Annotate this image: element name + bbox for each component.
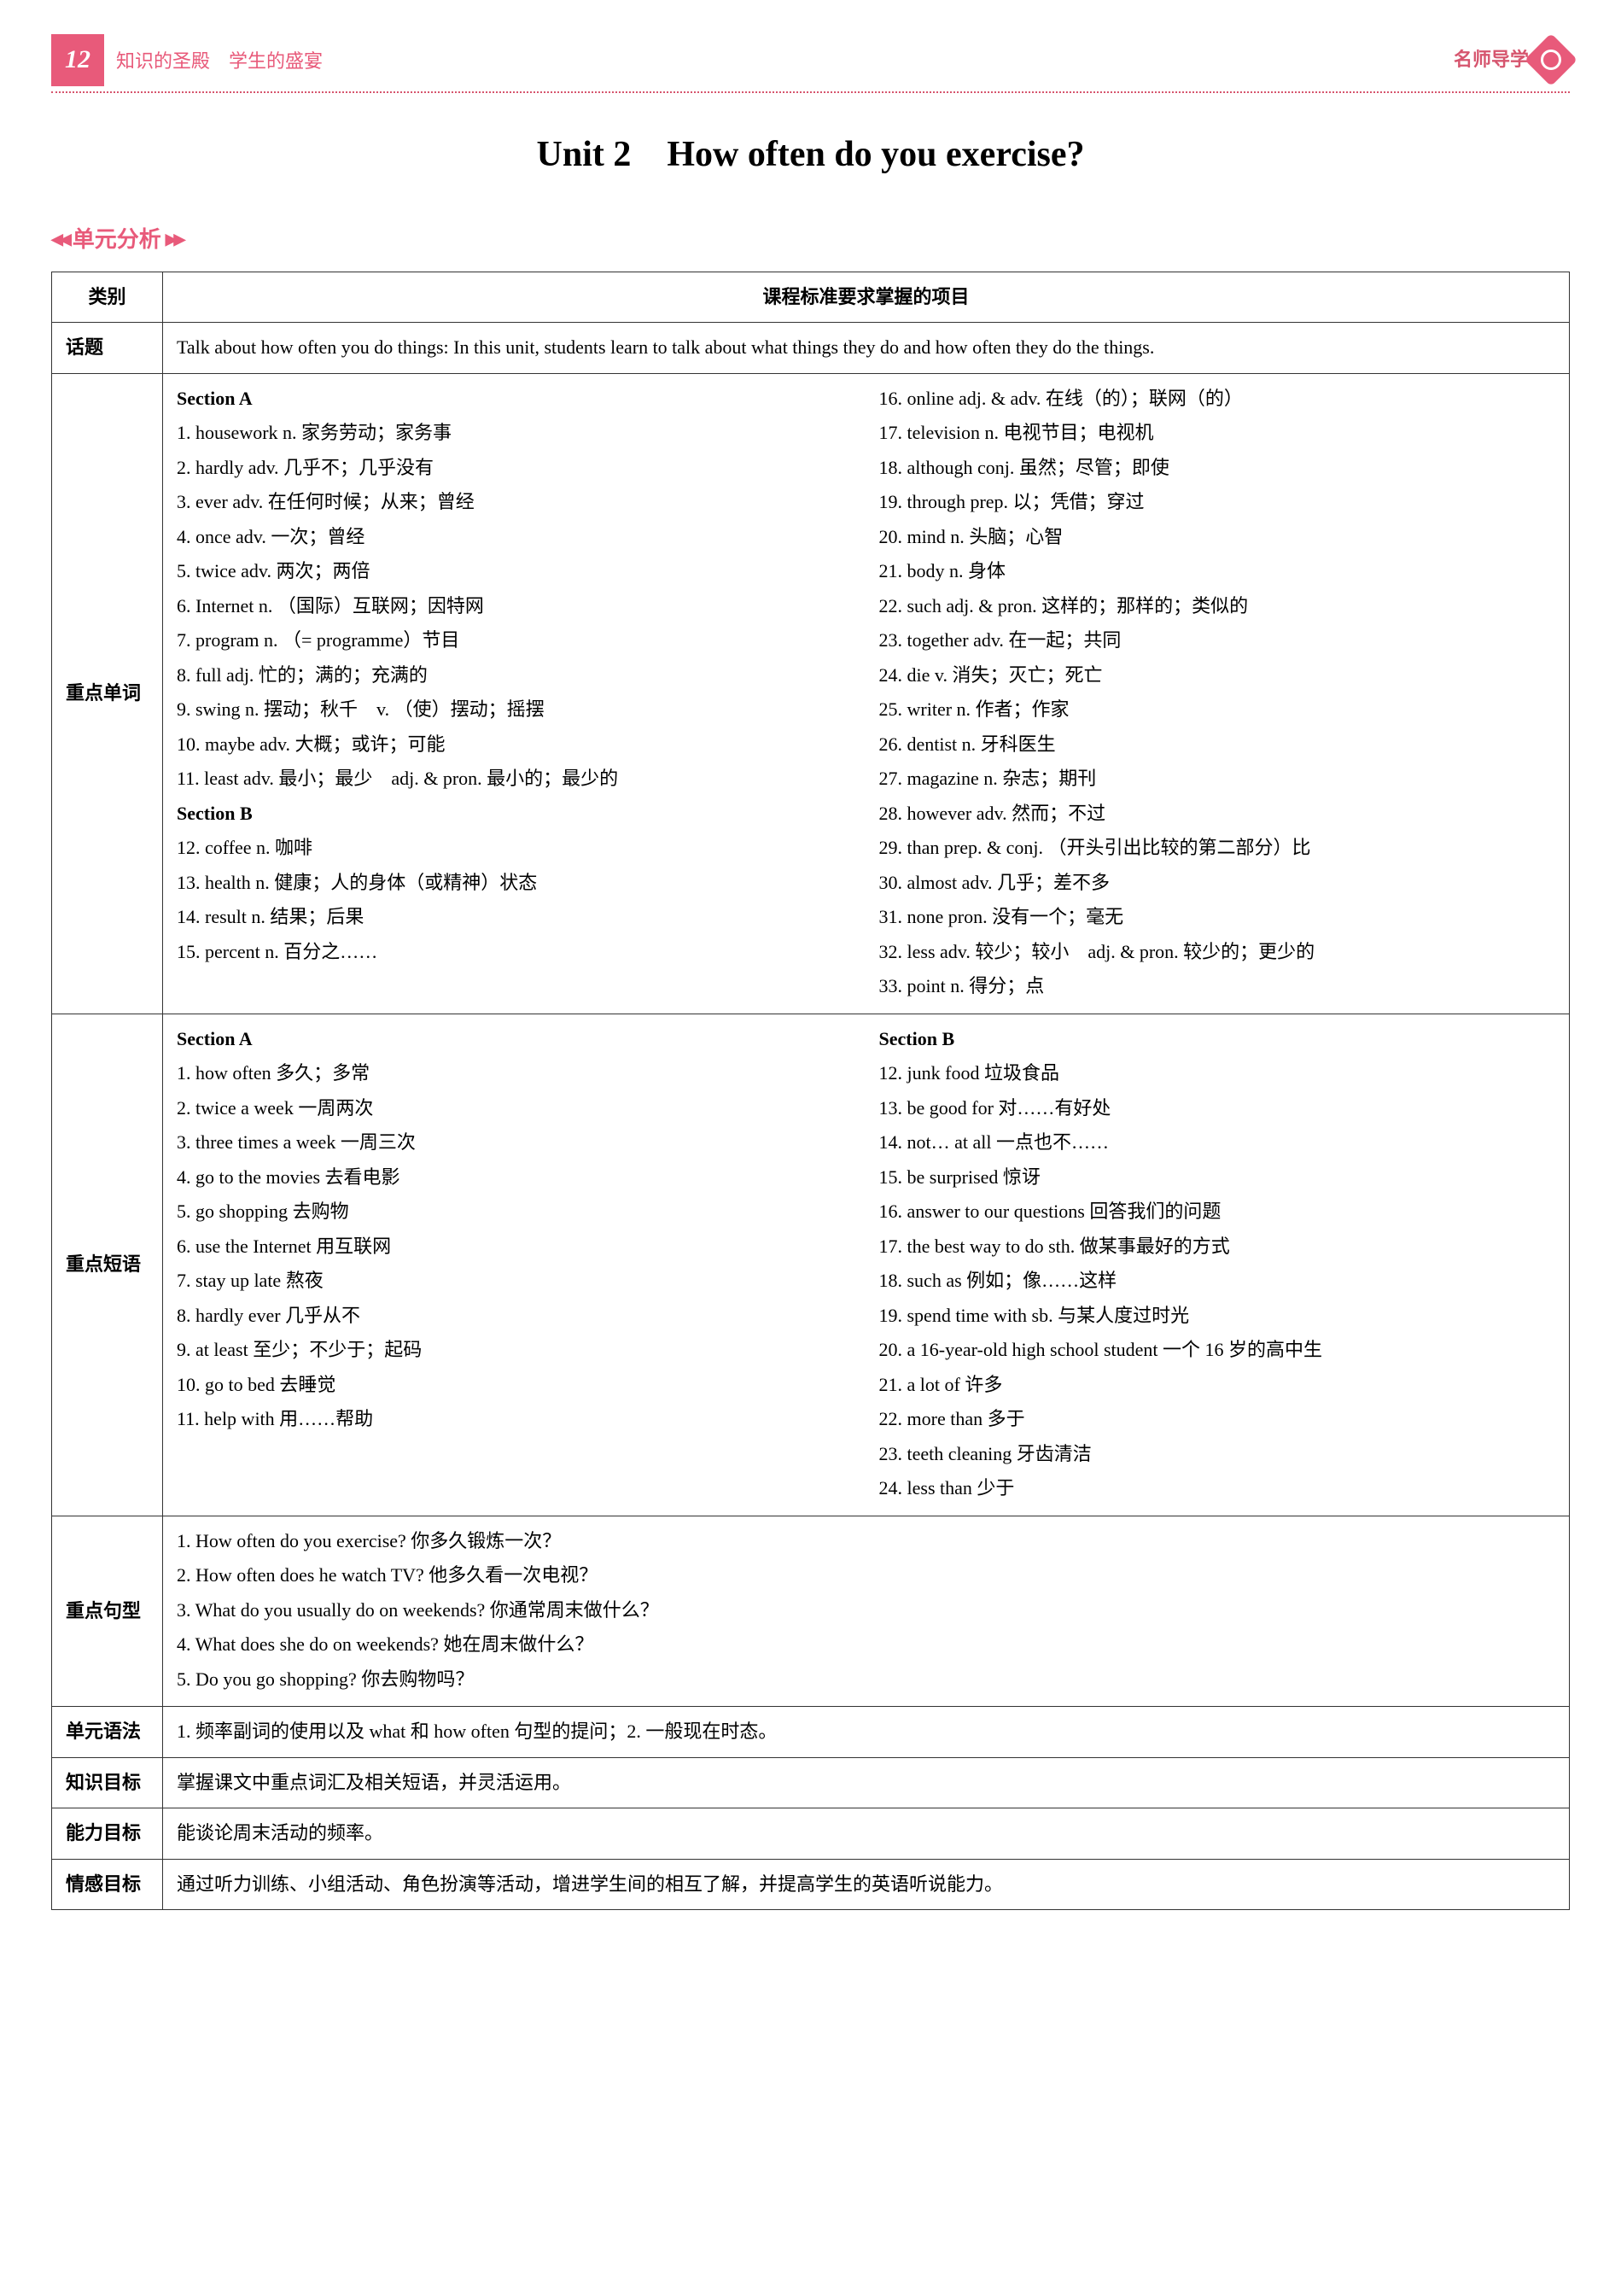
section-tag: 单元分析 [51, 220, 182, 260]
vocab-item: 10. maybe adv. 大概；或许；可能 [177, 728, 854, 762]
page-subtitle: 知识的圣殿 学生的盛宴 [116, 45, 323, 79]
row-vocab: Section A 1. housework n. 家务劳动；家务事 2. ha… [163, 373, 1570, 1014]
vocab-item: 12. coffee n. 咖啡 [177, 832, 854, 865]
sentence-item: 2. How often does he watch TV? 他多久看一次电视？ [177, 1559, 1555, 1592]
vocab-item: 18. although conj. 虽然；尽管；即使 [879, 452, 1556, 485]
vocab-item: 24. die v. 消失；灭亡；死亡 [879, 659, 1556, 692]
phrase-item: 19. spend time with sb. 与某人度过时光 [879, 1300, 1556, 1333]
vocab-item: 16. online adj. & adv. 在线（的）；联网（的） [879, 383, 1556, 416]
row-label-emotion: 情感目标 [52, 1859, 163, 1910]
th-category: 类别 [52, 272, 163, 323]
phrase-item: 23. teeth cleaning 牙齿清洁 [879, 1438, 1556, 1471]
sentence-item: 1. How often do you exercise? 你多久锻炼一次？ [177, 1525, 1555, 1558]
phrase-item: 2. twice a week 一周两次 [177, 1092, 854, 1125]
sentence-item: 5. Do you go shopping? 你去购物吗？ [177, 1663, 1555, 1697]
row-sentences: 1. How often do you exercise? 你多久锻炼一次？ 2… [163, 1516, 1570, 1707]
vocab-item: 32. less adv. 较少；较小 adj. & pron. 较少的；更少的 [879, 936, 1556, 969]
row-ability: 能谈论周末活动的频率。 [163, 1808, 1570, 1860]
phrases-right-col: Section B 12. junk food 垃圾食品 13. be good… [879, 1023, 1556, 1507]
vocab-item: 29. than prep. & conj. （开头引出比较的第二部分）比 [879, 832, 1556, 865]
phrase-item: 17. the best way to do sth. 做某事最好的方式 [879, 1230, 1556, 1264]
row-emotion: 通过听力训练、小组活动、角色扮演等活动，增进学生间的相互了解，并提高学生的英语听… [163, 1859, 1570, 1910]
phrase-item: 5. go shopping 去购物 [177, 1195, 854, 1229]
phrase-item: 20. a 16-year-old high school student 一个… [879, 1334, 1556, 1367]
phrase-item: 22. more than 多于 [879, 1403, 1556, 1436]
phrase-item: 7. stay up late 熬夜 [177, 1265, 854, 1298]
vocab-item: 19. through prep. 以；凭借；穿过 [879, 486, 1556, 519]
row-label-phrases: 重点短语 [52, 1014, 163, 1516]
vocab-item: 22. such adj. & pron. 这样的；那样的；类似的 [879, 590, 1556, 623]
vocab-item: 33. point n. 得分；点 [879, 970, 1556, 1003]
vocab-item: 8. full adj. 忙的；满的；充满的 [177, 659, 854, 692]
phrase-item: 8. hardly ever 几乎从不 [177, 1300, 854, 1333]
phrase-item: 11. help with 用……帮助 [177, 1403, 854, 1436]
sentence-item: 4. What does she do on weekends? 她在周末做什么… [177, 1628, 1555, 1662]
phrases-section-b-title: Section B [879, 1023, 1556, 1056]
phrase-item: 3. three times a week 一周三次 [177, 1126, 854, 1160]
phrase-item: 6. use the Internet 用互联网 [177, 1230, 854, 1264]
phrase-item: 14. not… at all 一点也不…… [879, 1126, 1556, 1160]
phrases-left-col: Section A 1. how often 多久；多常 2. twice a … [177, 1023, 854, 1507]
vocab-section-a-title: Section A [177, 383, 854, 416]
phrase-item: 13. be good for 对……有好处 [879, 1092, 1556, 1125]
phrase-item: 4. go to the movies 去看电影 [177, 1161, 854, 1195]
vocab-item: 17. television n. 电视节目；电视机 [879, 417, 1556, 450]
row-label-topic: 话题 [52, 323, 163, 374]
vocab-item: 23. together adv. 在一起；共同 [879, 624, 1556, 657]
row-label-vocab: 重点单词 [52, 373, 163, 1014]
vocab-item: 21. body n. 身体 [879, 555, 1556, 588]
phrase-item: 21. a lot of 许多 [879, 1369, 1556, 1402]
page-number: 12 [51, 34, 104, 86]
vocab-item: 30. almost adv. 几乎；差不多 [879, 867, 1556, 900]
vocab-item: 20. mind n. 头脑；心智 [879, 521, 1556, 554]
row-phrases: Section A 1. how often 多久；多常 2. twice a … [163, 1014, 1570, 1516]
vocab-item: 25. writer n. 作者；作家 [879, 693, 1556, 727]
phrase-item: 12. junk food 垃圾食品 [879, 1057, 1556, 1090]
phrase-item: 9. at least 至少；不少于；起码 [177, 1334, 854, 1367]
vocab-left-col: Section A 1. housework n. 家务劳动；家务事 2. ha… [177, 383, 854, 1005]
phrase-item: 1. how often 多久；多常 [177, 1057, 854, 1090]
logo-icon [1525, 33, 1577, 86]
vocab-item: 14. result n. 结果；后果 [177, 901, 854, 934]
vocab-item: 1. housework n. 家务劳动；家务事 [177, 417, 854, 450]
vocab-right-col: 16. online adj. & adv. 在线（的）；联网（的） 17. t… [879, 383, 1556, 1005]
page-header: 12 知识的圣殿 学生的盛宴 名师导学 [51, 34, 1570, 93]
vocab-item: 9. swing n. 摆动；秋千 v. （使）摆动；摇摆 [177, 693, 854, 727]
vocab-item: 27. magazine n. 杂志；期刊 [879, 762, 1556, 796]
vocab-item: 13. health n. 健康；人的身体（或精神）状态 [177, 867, 854, 900]
vocab-item: 2. hardly adv. 几乎不；几乎没有 [177, 452, 854, 485]
phrase-item: 10. go to bed 去睡觉 [177, 1369, 854, 1402]
vocab-item: 26. dentist n. 牙科医生 [879, 728, 1556, 762]
phrases-section-a-title: Section A [177, 1023, 854, 1056]
th-requirement: 课程标准要求掌握的项目 [163, 272, 1570, 323]
vocab-item: 4. once adv. 一次；曾经 [177, 521, 854, 554]
row-knowledge: 掌握课文中重点词汇及相关短语，并灵活运用。 [163, 1757, 1570, 1808]
phrase-item: 24. less than 少于 [879, 1472, 1556, 1505]
phrase-item: 16. answer to our questions 回答我们的问题 [879, 1195, 1556, 1229]
vocab-item: 7. program n. （= programme）节目 [177, 624, 854, 657]
row-label-sentences: 重点句型 [52, 1516, 163, 1707]
vocab-item: 28. however adv. 然而；不过 [879, 797, 1556, 831]
phrase-item: 15. be surprised 惊讶 [879, 1161, 1556, 1195]
vocab-item: 31. none pron. 没有一个；毫无 [879, 901, 1556, 934]
row-label-knowledge: 知识目标 [52, 1757, 163, 1808]
row-label-grammar: 单元语法 [52, 1707, 163, 1758]
vocab-item: 3. ever adv. 在任何时候；从来；曾经 [177, 486, 854, 519]
vocab-section-b-title: Section B [177, 797, 854, 831]
phrase-item: 18. such as 例如；像……这样 [879, 1265, 1556, 1298]
logo-text: 名师导学 [1454, 44, 1529, 77]
row-topic: Talk about how often you do things: In t… [163, 323, 1570, 374]
unit-title: Unit 2 How often do you exercise? [51, 124, 1570, 187]
row-grammar: 1. 频率副词的使用以及 what 和 how often 句型的提问；2. 一… [163, 1707, 1570, 1758]
sentence-item: 3. What do you usually do on weekends? 你… [177, 1594, 1555, 1627]
vocab-item: 6. Internet n. （国际）互联网；因特网 [177, 590, 854, 623]
header-left: 12 知识的圣殿 学生的盛宴 [51, 34, 323, 86]
brand-logo: 名师导学 [1454, 41, 1570, 79]
vocab-item: 11. least adv. 最小；最少 adj. & pron. 最小的；最少… [177, 762, 854, 796]
vocab-item: 5. twice adv. 两次；两倍 [177, 555, 854, 588]
vocab-item: 15. percent n. 百分之…… [177, 936, 854, 969]
analysis-table: 类别 课程标准要求掌握的项目 话题 Talk about how often y… [51, 272, 1570, 1911]
row-label-ability: 能力目标 [52, 1808, 163, 1860]
